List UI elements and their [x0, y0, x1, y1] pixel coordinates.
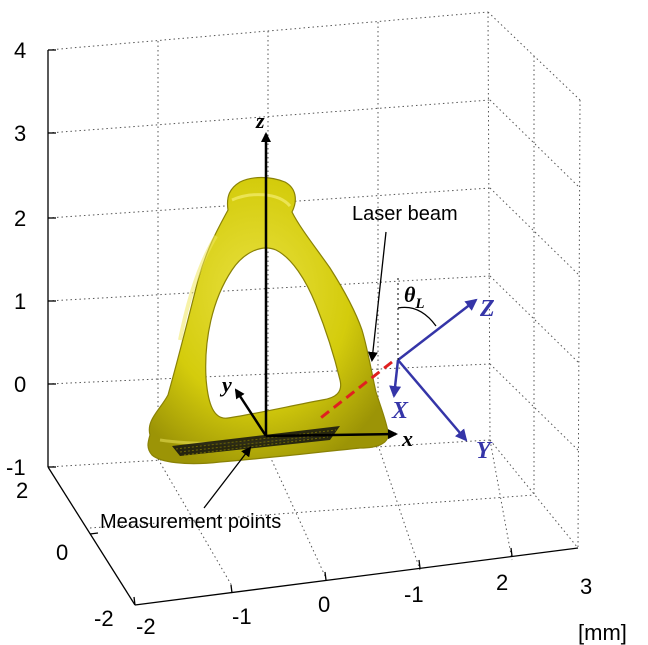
callouts: Laser beam Measurement points — [100, 203, 458, 533]
y-axis-label: y — [219, 372, 232, 397]
x-tick: 0 — [318, 592, 330, 617]
laser-beam-leader — [367, 231, 387, 362]
theta-label: θL — [404, 282, 425, 312]
unit-label: [mm] — [578, 620, 627, 645]
theta-annotation: θL — [397, 275, 437, 360]
local-axes: z y x — [219, 108, 413, 451]
y-tick: 0 — [56, 540, 68, 565]
axes-frame — [47, 49, 579, 606]
beam-X-label: X — [391, 398, 409, 424]
y-tick: -2 — [94, 606, 114, 631]
beam-Y-axis — [397, 359, 468, 442]
z-tick: 4 — [14, 38, 26, 63]
x-tick-labels: -2 -1 0 -1 2 3 — [136, 570, 592, 639]
measurement-points — [172, 426, 340, 456]
x-tick: 2 — [496, 570, 508, 595]
z-axis-label: z — [255, 108, 265, 133]
z-tick: 3 — [14, 121, 26, 146]
beam-axes: Z X Y — [389, 296, 495, 464]
x-axis-label: x — [401, 426, 413, 451]
z-tick: -1 — [6, 455, 26, 480]
x-tick: -1 — [404, 582, 424, 607]
beam-Z-label: Z — [479, 296, 495, 322]
laser-beam-label: Laser beam — [352, 203, 458, 225]
y-tick: 2 — [16, 478, 28, 503]
y-tick-labels: 2 0 -2 — [16, 478, 114, 631]
measurement-points-leader — [203, 446, 252, 509]
beam-Z-axis — [397, 298, 478, 361]
measurement-points-label: Measurement points — [100, 511, 281, 533]
beam-X-axis — [389, 359, 402, 398]
y-axis-line — [234, 388, 268, 437]
x-tick: -2 — [136, 614, 156, 639]
z-tick: 2 — [14, 206, 26, 231]
theta-arc — [397, 306, 437, 327]
z-tick-labels: 4 3 2 1 0 -1 — [6, 38, 26, 480]
x-tick: -1 — [232, 604, 252, 629]
x-axis-line — [265, 429, 398, 440]
x-tick: 3 — [580, 574, 592, 599]
z-tick: 1 — [14, 289, 26, 314]
beam-Y-label: Y — [476, 438, 493, 464]
theta-subscript: L — [414, 296, 424, 312]
theta-symbol: θ — [404, 282, 416, 307]
z-tick: 0 — [14, 372, 26, 397]
